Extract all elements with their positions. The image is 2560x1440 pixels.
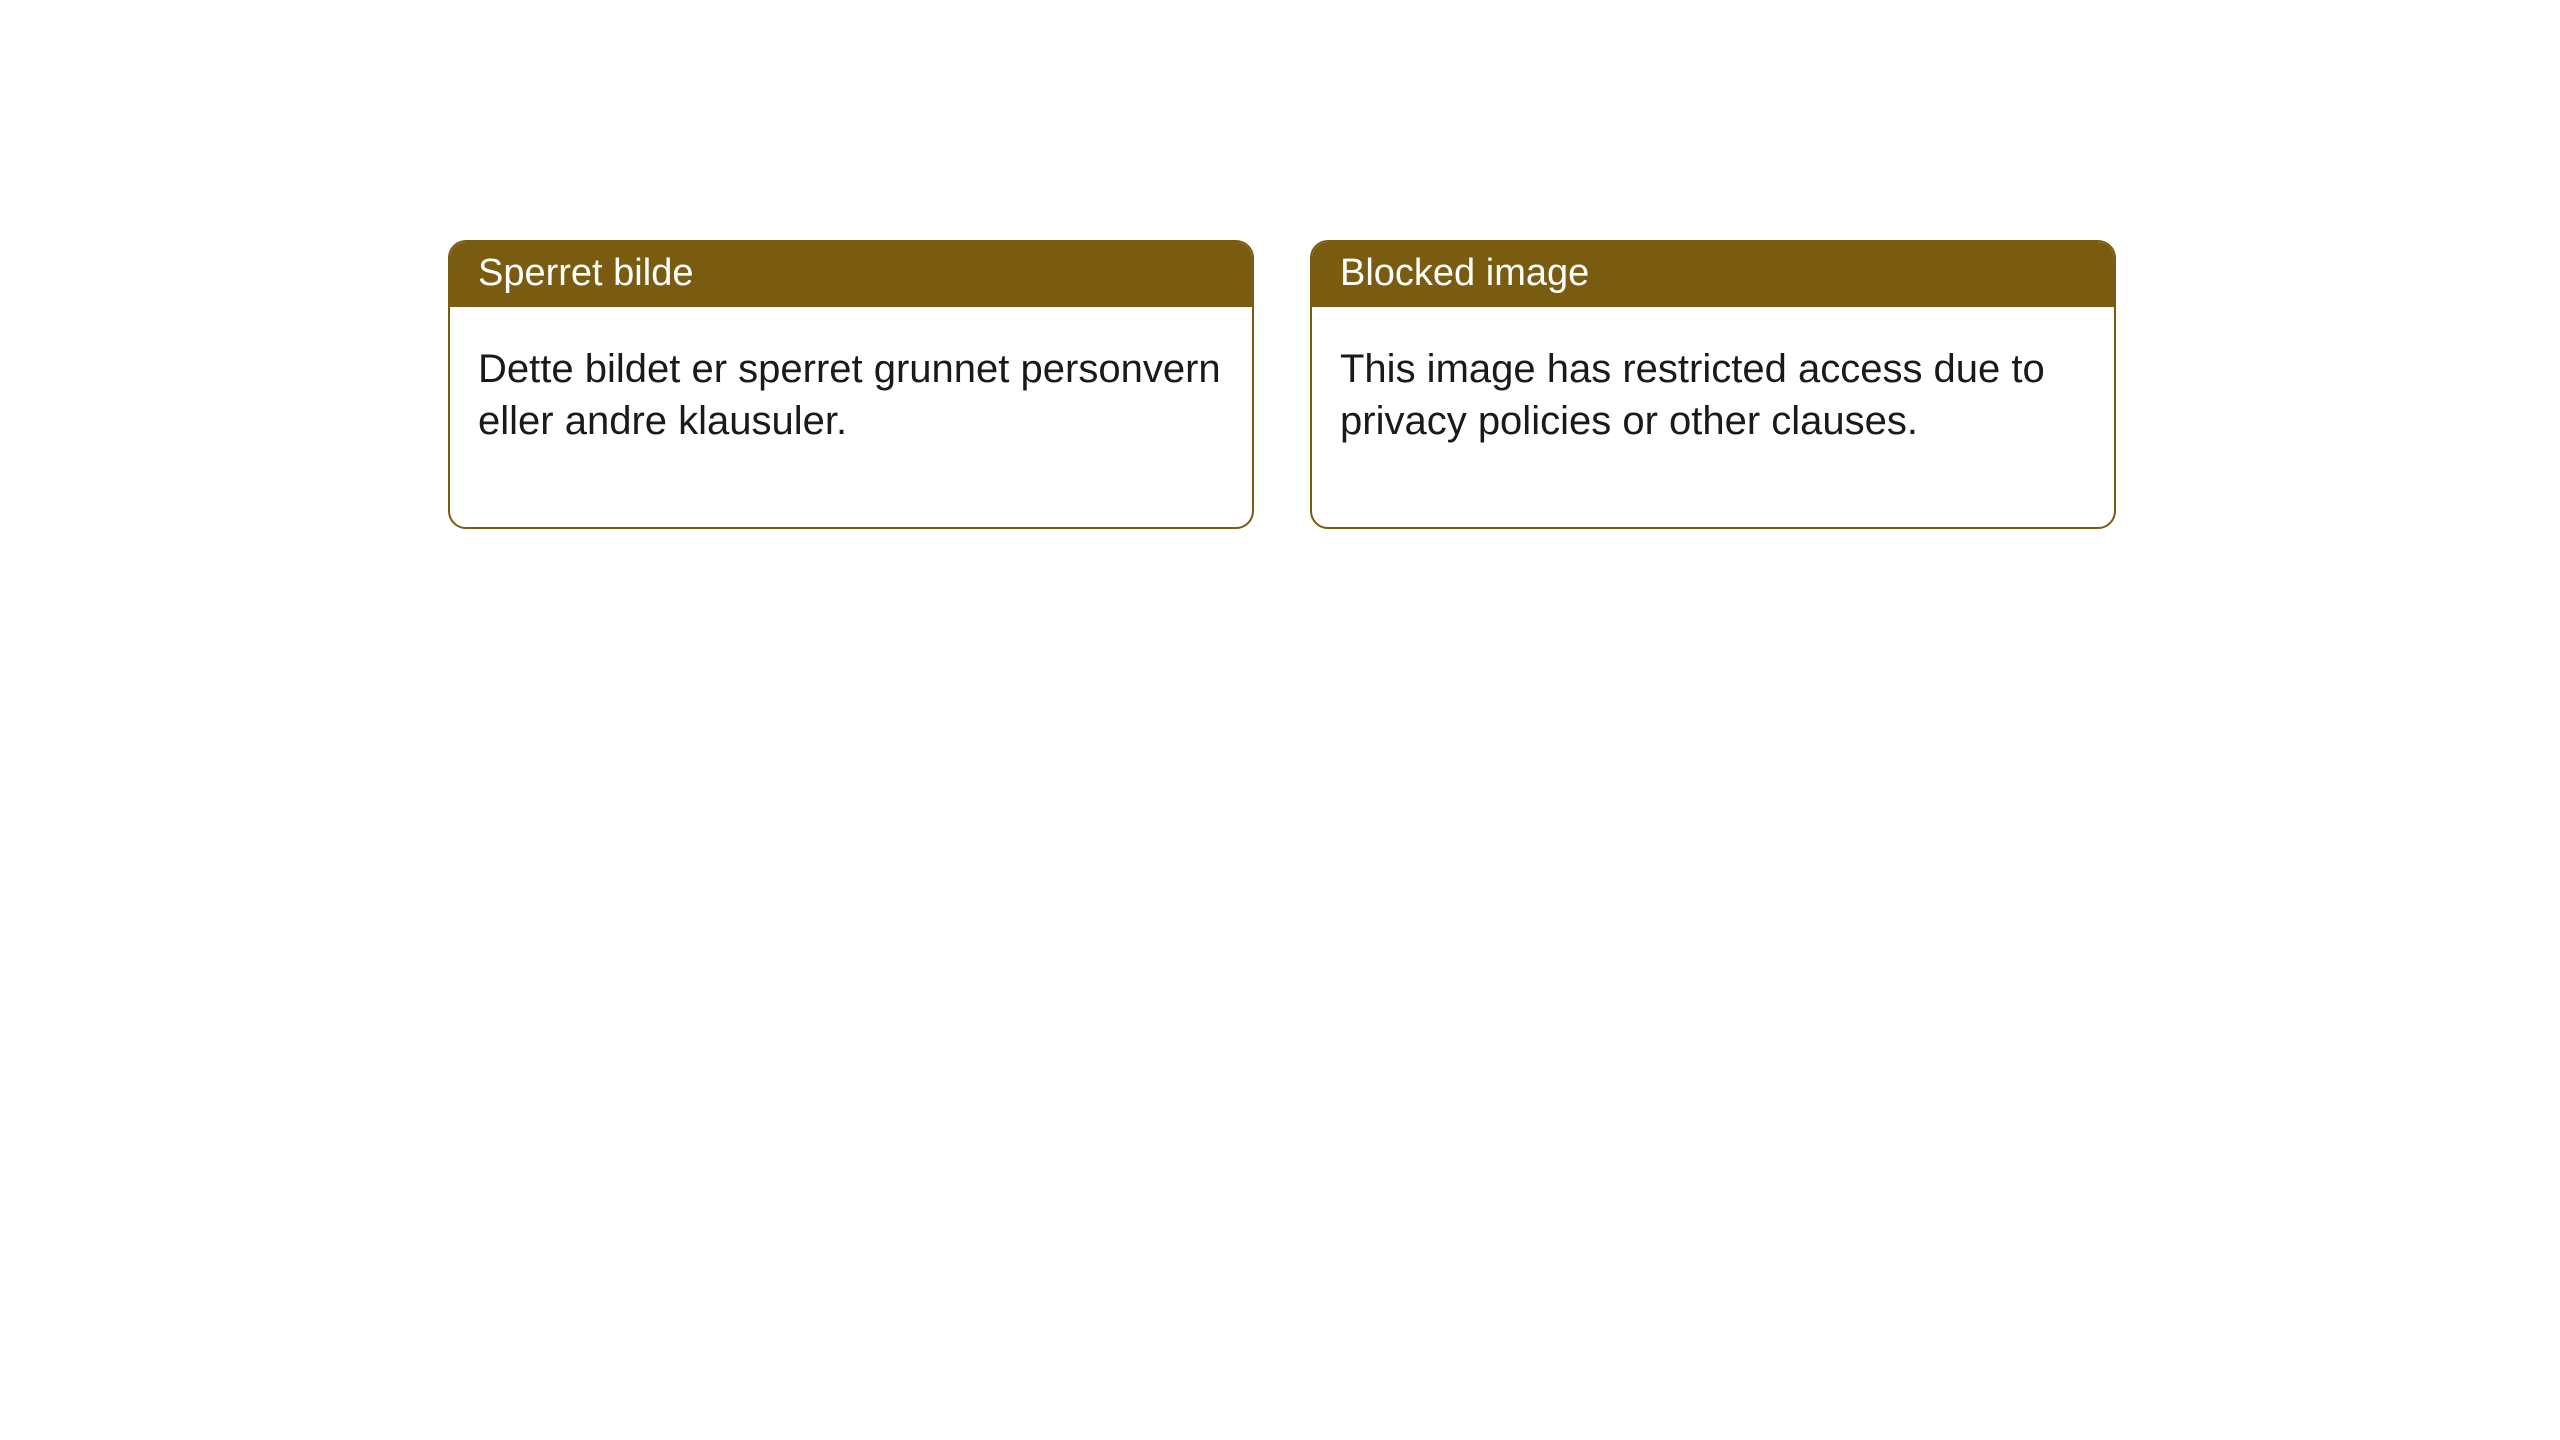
notice-card-norwegian: Sperret bilde Dette bildet er sperret gr… (448, 240, 1254, 529)
notice-body: Dette bildet er sperret grunnet personve… (450, 307, 1252, 527)
notice-body: This image has restricted access due to … (1312, 307, 2114, 527)
notice-title: Sperret bilde (450, 242, 1252, 307)
notice-card-english: Blocked image This image has restricted … (1310, 240, 2116, 529)
notice-container: Sperret bilde Dette bildet er sperret gr… (0, 0, 2560, 529)
notice-title: Blocked image (1312, 242, 2114, 307)
